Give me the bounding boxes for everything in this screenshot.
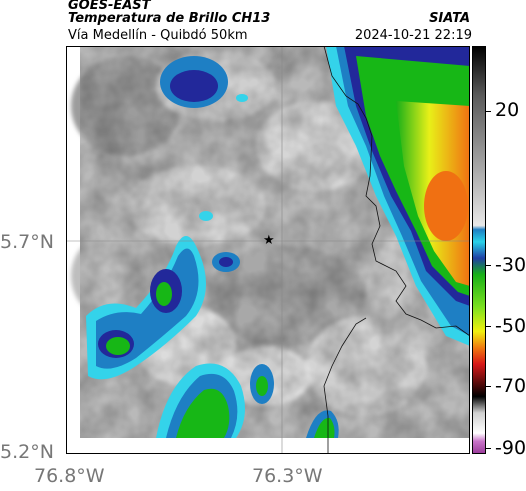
convective-cell-north: [160, 56, 248, 221]
convective-cells-west: [86, 236, 240, 380]
product-title: Temperatura de Brillo CH13: [68, 11, 271, 26]
colorbar-tick: [486, 448, 491, 449]
border-line: [323, 46, 470, 337]
colorbar-tick: [486, 111, 491, 112]
colorbar-tick: [486, 326, 491, 327]
convective-cell-south: [156, 363, 339, 438]
colorbar-label-neg90: -90: [495, 437, 526, 459]
lat-label-5-2: 5.2°N: [0, 441, 54, 463]
map-canvas: ★: [66, 46, 470, 454]
colorbar-tick: [486, 265, 491, 266]
satellite-map[interactable]: ★: [66, 46, 470, 454]
colorbar-label-neg70: -70: [495, 375, 526, 397]
colorbar-label-neg30: -30: [495, 254, 526, 276]
colorbar-label-neg50: -50: [495, 315, 526, 337]
lat-label-5-7: 5.7°N: [0, 231, 54, 253]
border-line-south: [323, 317, 367, 454]
convective-system-east: [326, 46, 470, 346]
satellite-title: GOES-EAST: [68, 0, 151, 13]
colorbar: [472, 46, 486, 454]
colorbar-label-20: 20: [495, 99, 520, 121]
lon-label-76-8: 76.8°W: [34, 465, 105, 487]
brand-label: SIATA: [429, 11, 470, 26]
star-icon: ★: [263, 233, 275, 248]
colorbar-tick: [486, 386, 491, 387]
lon-label-76-3: 76.3°W: [252, 465, 323, 487]
route-subtitle: Vía Medellín - Quibdó 50km: [68, 28, 248, 43]
timestamp-label: 2024-10-21 22:19: [354, 28, 472, 43]
